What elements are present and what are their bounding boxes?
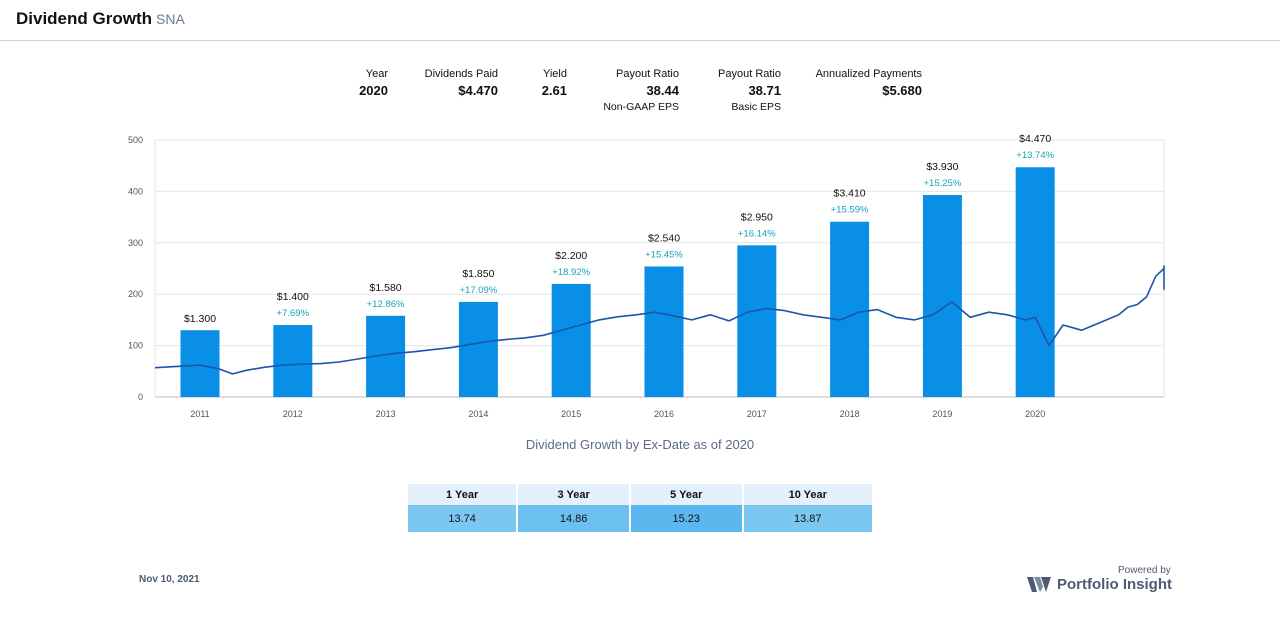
stat-dividends-paid: Dividends Paid $4.470 <box>417 68 498 98</box>
bar <box>644 266 684 397</box>
value-label: $3.410 <box>834 188 866 200</box>
dividend-growth-chart: 0 100 200 300 400 500 2011 $1.300 2012 +7.69% $1.… <box>128 133 1165 419</box>
chart-caption: Dividend Growth by Ex-Date as of 2020 <box>525 437 755 452</box>
y-tick-label: 400 <box>128 186 143 196</box>
price-line <box>154 265 1165 375</box>
bar <box>273 325 313 397</box>
y-tick-label: 300 <box>128 238 143 248</box>
bar <box>180 330 220 397</box>
value-label: $2.950 <box>741 211 773 223</box>
stat-payout-nongaap: Payout Ratio 38.44 Non-GAAP EPS <box>597 68 679 113</box>
title-text: Dividend Growth <box>16 9 152 28</box>
x-tick-label: 2016 <box>654 409 674 419</box>
growth-label: +15.25% <box>924 178 962 189</box>
stat-yield: Yield 2.61 <box>520 68 567 98</box>
stat-value: $4.470 <box>458 83 498 98</box>
bar <box>458 301 498 397</box>
y-tick-label: 200 <box>128 289 143 299</box>
bar <box>1015 167 1055 397</box>
x-tick-label: 2020 <box>1025 409 1045 419</box>
value-label: $1.580 <box>370 282 402 294</box>
value-label: $2.540 <box>648 232 680 244</box>
growth-label: +15.59% <box>831 205 869 216</box>
x-tick-label: 2012 <box>283 409 303 419</box>
growth-label: +18.92% <box>552 267 590 278</box>
x-tick-label: 2018 <box>840 409 860 419</box>
stat-sub: Basic EPS <box>731 101 781 113</box>
stat-annualized-payments: Annualized Payments $5.680 <box>812 68 922 98</box>
portfolio-insight-logo-icon <box>1027 577 1051 592</box>
x-tick-label: 2017 <box>747 409 767 419</box>
stat-label: Year <box>365 68 388 80</box>
value-label: $1.300 <box>184 313 216 325</box>
x-tick-label: 2019 <box>932 409 952 419</box>
y-tick-label: 0 <box>138 392 143 402</box>
stat-value: 2.61 <box>541 83 567 98</box>
x-tick-label: 2015 <box>561 409 581 419</box>
growth-label: +7.69% <box>277 308 310 319</box>
stat-label: Payout Ratio <box>718 68 781 80</box>
column-header: 1 Year <box>408 484 519 505</box>
bar <box>922 194 962 397</box>
header: Dividend Growth SNA <box>0 0 1280 41</box>
column-header: 5 Year <box>629 484 744 505</box>
value-label: $1.850 <box>462 268 494 280</box>
y-tick-label: 100 <box>128 341 143 351</box>
page-title: Dividend Growth SNA <box>16 9 185 29</box>
stat-value: 38.71 <box>748 83 781 98</box>
table-row: 13.74 14.86 15.23 13.87 <box>408 505 872 532</box>
growth-label: +15.45% <box>645 249 683 260</box>
x-tick-label: 2011 <box>190 409 209 419</box>
stat-value: 38.44 <box>646 83 679 98</box>
growth-label: +12.86% <box>367 299 405 310</box>
bar <box>830 221 870 397</box>
growth-label: +17.09% <box>460 285 498 296</box>
stat-payout-basic: Payout Ratio 38.71 Basic EPS <box>710 68 781 113</box>
powered-by-label: Powered by <box>1118 565 1171 576</box>
column-header: 3 Year <box>517 484 631 505</box>
bar <box>737 245 777 397</box>
table-cell: 13.87 <box>742 505 872 532</box>
stat-label: Dividends Paid <box>424 68 498 80</box>
ticker-symbol: SNA <box>156 11 185 27</box>
table-cell: 13.74 <box>408 505 519 532</box>
value-label: $3.930 <box>926 161 958 173</box>
y-tick-label: 500 <box>128 135 143 145</box>
table-header-row: 1 Year 3 Year 5 Year 10 Year <box>408 484 872 505</box>
value-label: $4.470 <box>1019 133 1051 145</box>
growth-label: +13.74% <box>1016 150 1054 161</box>
value-label: $1.400 <box>277 291 309 303</box>
table-cell: 15.23 <box>629 505 744 532</box>
stat-label: Annualized Payments <box>815 68 922 80</box>
growth-label: +16.14% <box>738 228 776 239</box>
as-of-date: Nov 10, 2021 <box>139 574 200 585</box>
stat-sub: Non-GAAP EPS <box>603 101 679 113</box>
column-header: 10 Year <box>742 484 872 505</box>
x-tick-label: 2013 <box>376 409 396 419</box>
brand-name: Portfolio Insight <box>1057 576 1172 593</box>
table-cell: 14.86 <box>517 505 631 532</box>
stat-value: $5.680 <box>882 83 922 98</box>
stat-label: Yield <box>542 68 567 80</box>
stat-label: Payout Ratio <box>616 68 679 80</box>
x-tick-label: 2014 <box>468 409 488 419</box>
value-label: $2.200 <box>555 250 587 262</box>
stat-value: 2020 <box>359 83 388 98</box>
bar <box>551 283 591 397</box>
brand-logo[interactable]: Portfolio Insight <box>1027 576 1172 593</box>
growth-rate-table: 1 Year 3 Year 5 Year 10 Year 13.74 14.86… <box>408 484 872 532</box>
stat-year: Year 2020 <box>340 68 388 98</box>
